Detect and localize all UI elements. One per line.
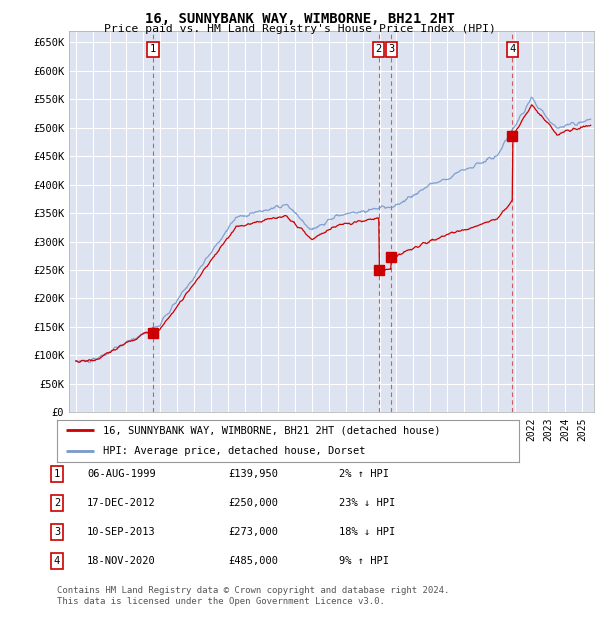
Text: £250,000: £250,000	[228, 498, 278, 508]
Text: £485,000: £485,000	[228, 556, 278, 566]
Text: 16, SUNNYBANK WAY, WIMBORNE, BH21 2HT (detached house): 16, SUNNYBANK WAY, WIMBORNE, BH21 2HT (d…	[103, 425, 440, 435]
Text: This data is licensed under the Open Government Licence v3.0.: This data is licensed under the Open Gov…	[57, 597, 385, 606]
Text: 1: 1	[54, 469, 60, 479]
Text: 06-AUG-1999: 06-AUG-1999	[87, 469, 156, 479]
Text: 2: 2	[54, 498, 60, 508]
Text: 16, SUNNYBANK WAY, WIMBORNE, BH21 2HT: 16, SUNNYBANK WAY, WIMBORNE, BH21 2HT	[145, 12, 455, 27]
Text: 17-DEC-2012: 17-DEC-2012	[87, 498, 156, 508]
Text: Contains HM Land Registry data © Crown copyright and database right 2024.: Contains HM Land Registry data © Crown c…	[57, 586, 449, 595]
Text: 3: 3	[54, 527, 60, 537]
Text: 4: 4	[509, 44, 515, 54]
Text: £273,000: £273,000	[228, 527, 278, 537]
Text: 2% ↑ HPI: 2% ↑ HPI	[339, 469, 389, 479]
Text: HPI: Average price, detached house, Dorset: HPI: Average price, detached house, Dors…	[103, 446, 366, 456]
Text: 18% ↓ HPI: 18% ↓ HPI	[339, 527, 395, 537]
Text: Price paid vs. HM Land Registry's House Price Index (HPI): Price paid vs. HM Land Registry's House …	[104, 24, 496, 33]
Text: 4: 4	[54, 556, 60, 566]
Text: 18-NOV-2020: 18-NOV-2020	[87, 556, 156, 566]
Text: 2: 2	[376, 44, 382, 54]
Text: 1: 1	[150, 44, 156, 54]
Text: 3: 3	[388, 44, 394, 54]
Text: 10-SEP-2013: 10-SEP-2013	[87, 527, 156, 537]
Text: 23% ↓ HPI: 23% ↓ HPI	[339, 498, 395, 508]
Text: £139,950: £139,950	[228, 469, 278, 479]
Text: 9% ↑ HPI: 9% ↑ HPI	[339, 556, 389, 566]
